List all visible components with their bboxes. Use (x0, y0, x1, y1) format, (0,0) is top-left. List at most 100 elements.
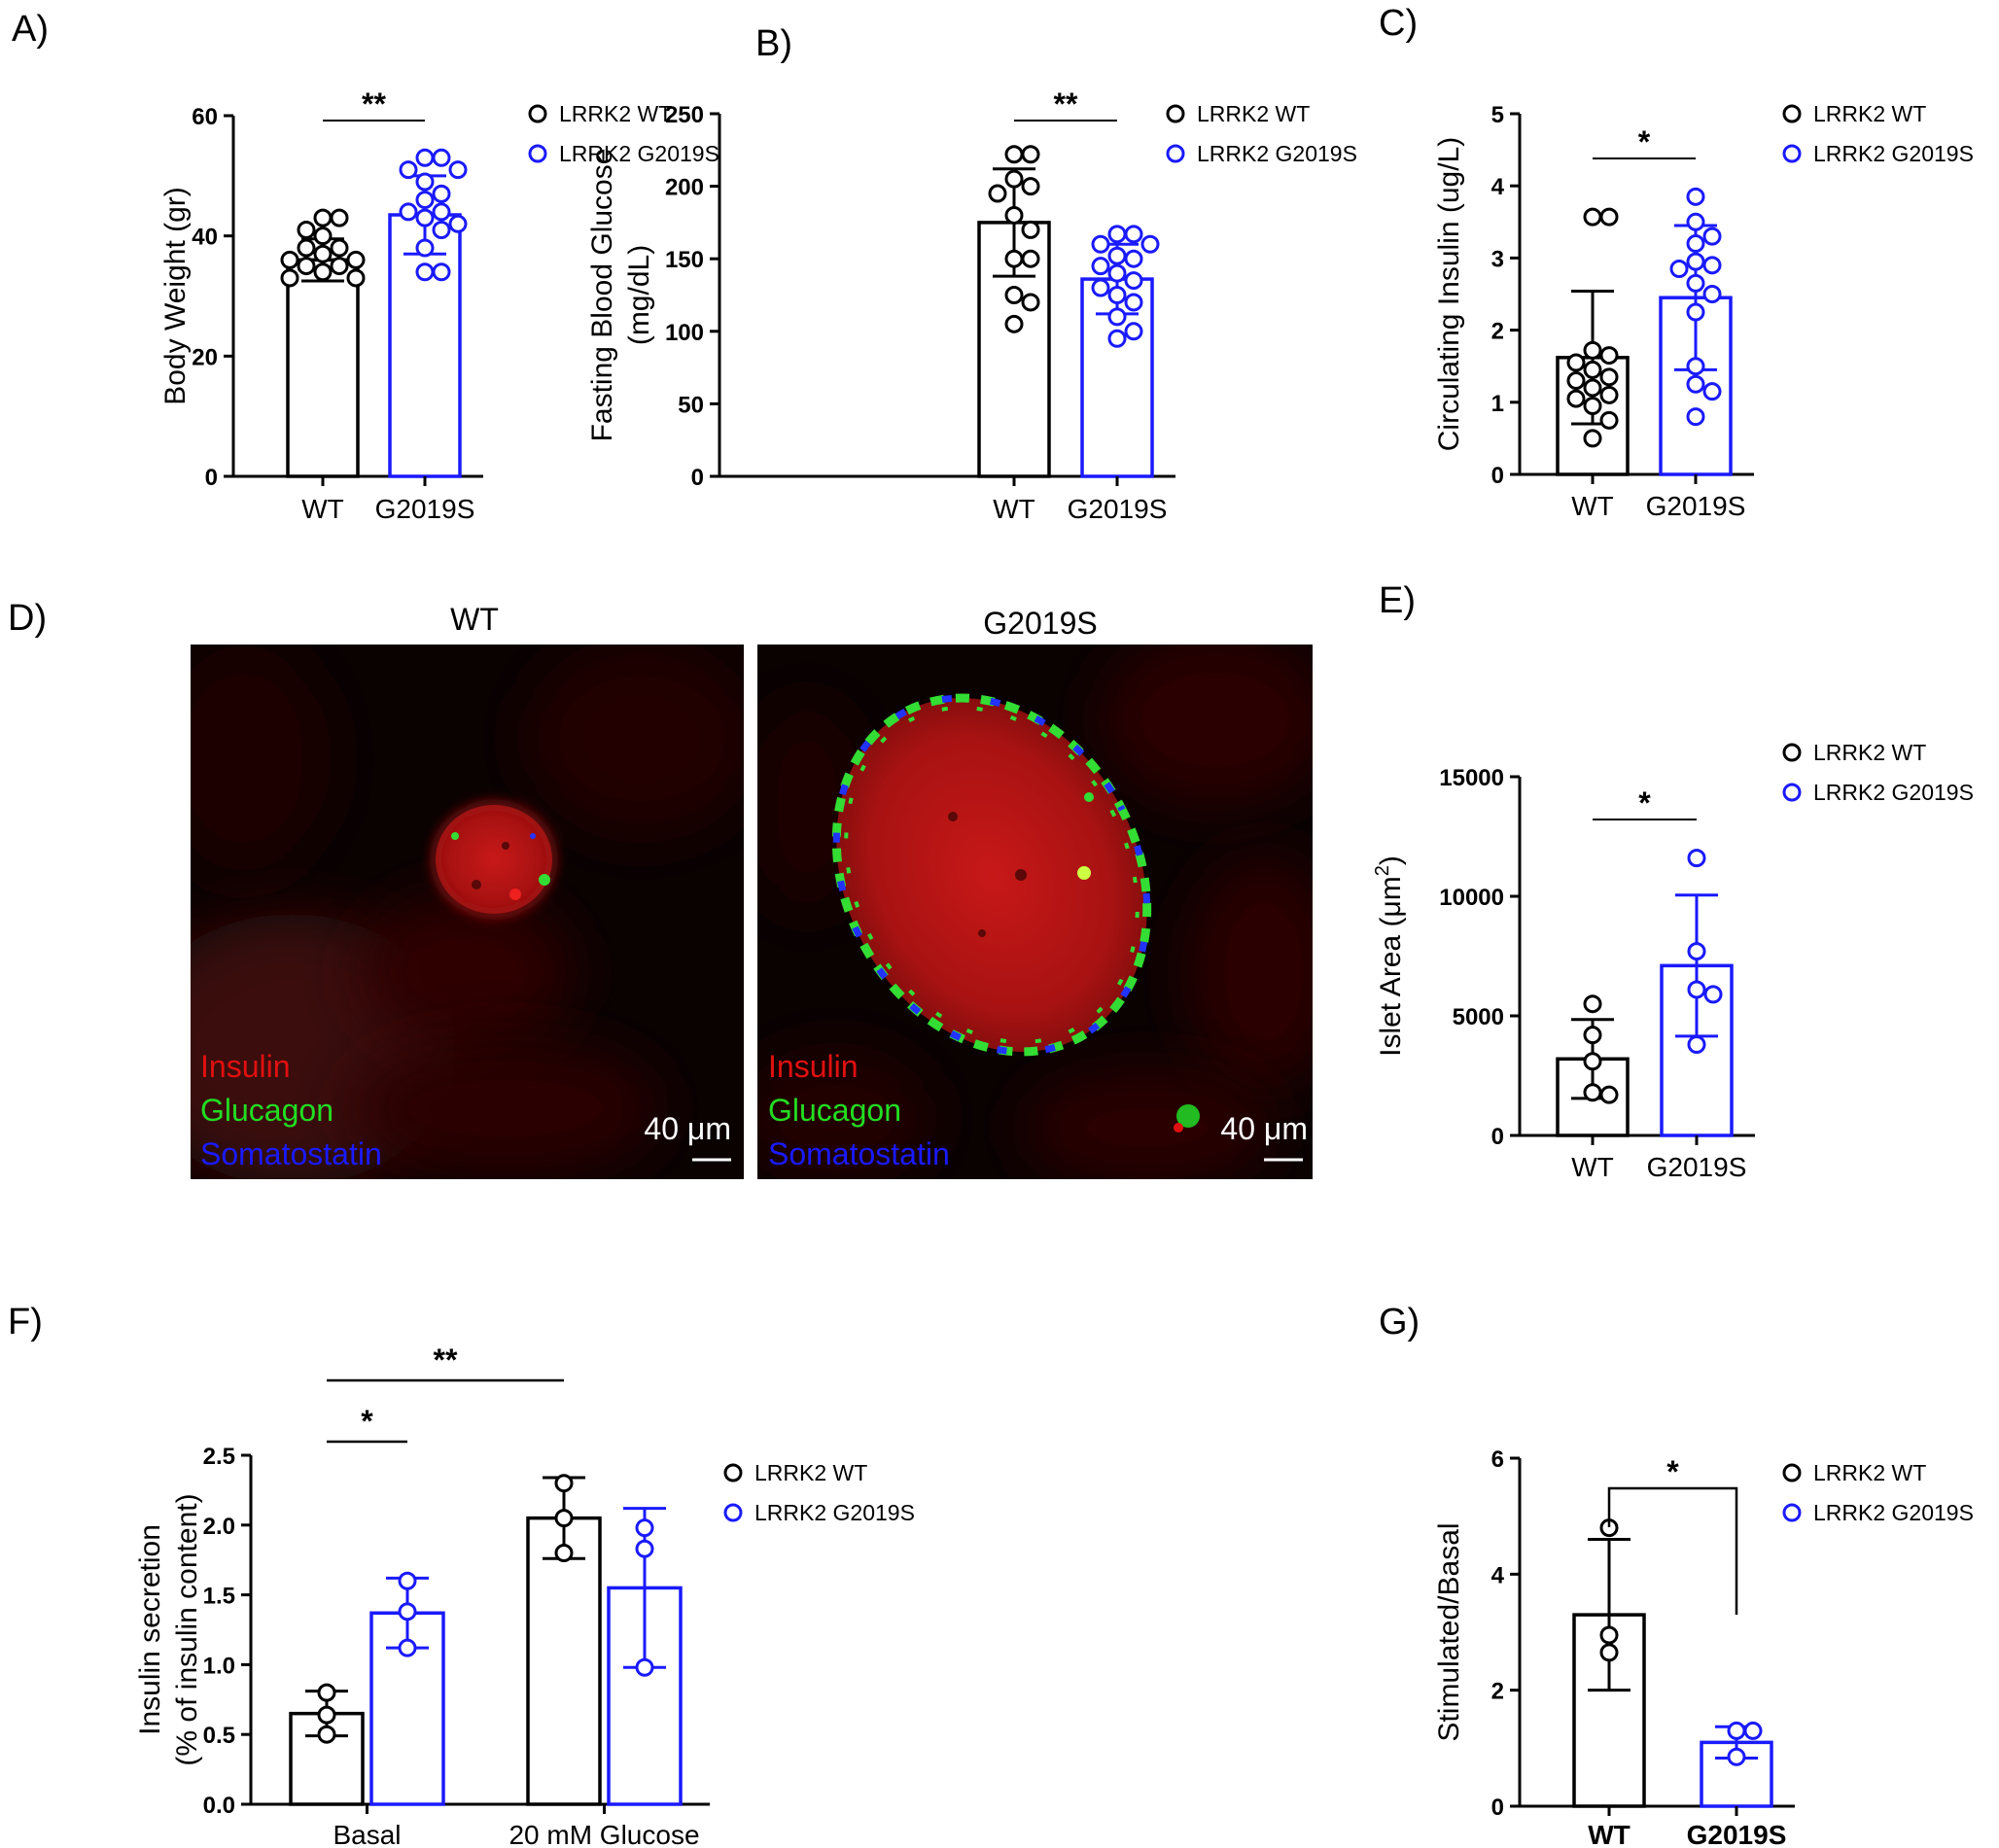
y-tick-label: 250 (665, 102, 704, 128)
series-wt-data-point (1021, 249, 1040, 268)
x-category-label: Basal (333, 1820, 401, 1848)
significance-label: ** (1054, 87, 1078, 122)
chart-panel-a: A) 0 20 40 60 Body Weight (gr) WT G2019S ** LRRK2… (12, 9, 719, 524)
group-1-series-wt-data-point (554, 1474, 574, 1493)
legend-label-wt: LRRK2 WT (754, 1460, 867, 1485)
series-wt-data-point (1599, 1643, 1619, 1662)
panel-letter-f: F) (8, 1302, 43, 1342)
series-wt-data-point (313, 208, 333, 227)
y-tick-label: 5 (1491, 102, 1504, 128)
y-axis-label: Body Weight (gr) (159, 187, 192, 405)
series-g2019s-data-point (432, 262, 451, 282)
series-g2019s-data-point (1124, 293, 1143, 312)
series-wt-data-point (1599, 1085, 1619, 1104)
y-tick-label: 0 (691, 465, 704, 491)
stain-label-somatostatin-g2019s: Somatostatin (768, 1136, 950, 1171)
series-wt-data-point (1599, 1625, 1619, 1645)
series-g2019s-data-point (1669, 260, 1689, 279)
series-wt-data-point (280, 268, 299, 288)
series-wt-data-point (1583, 429, 1602, 448)
series-wt-data-point (1599, 367, 1619, 387)
series-g2019s-data-point (432, 148, 451, 167)
y-tick-label: 4 (1491, 1562, 1505, 1588)
series-wt-data-point (313, 244, 333, 263)
series-g2019s-data-point (1124, 249, 1143, 268)
series-g2019s-data-point (1687, 980, 1706, 999)
series-wt-data-point (1583, 360, 1602, 379)
y-axis-label-close: ) (1375, 855, 1407, 865)
series-wt-data-point (1021, 220, 1040, 239)
series-g2019s-data-point (448, 214, 468, 233)
image-title-wt: WT (450, 602, 499, 637)
series-wt-data-point (1599, 207, 1619, 227)
series-g2019s-data-point (1727, 1747, 1746, 1766)
y-tick-label: 0.0 (203, 1793, 235, 1819)
series-wt-data-point (1004, 169, 1024, 189)
x-category-label: G2019S (1646, 491, 1746, 521)
y-tick-label: 0 (1491, 1795, 1504, 1821)
series-wt-data-point (297, 220, 316, 239)
y-tick-label: 0.5 (203, 1723, 235, 1749)
x-category-label: G2019S (1687, 1820, 1787, 1848)
legend-label-g2019s: LRRK2 G2019S (559, 141, 719, 166)
legend-label-g2019s: LRRK2 G2019S (754, 1500, 915, 1525)
stain-label-somatostatin-wt: Somatostatin (200, 1136, 382, 1171)
series-g2019s-data-point (1107, 286, 1127, 304)
legend-marker-g2019s (723, 1503, 743, 1522)
y-tick-label: 15000 (1439, 765, 1504, 791)
panel-letter-a: A) (12, 9, 49, 50)
significance-label: * (1666, 1454, 1679, 1489)
legend-marker-g2019s (1782, 1503, 1802, 1522)
series-g2019s-data-point (1702, 382, 1722, 401)
series-g2019s-data-point (1702, 227, 1722, 246)
scale-bar-label-wt: 40 μm (644, 1111, 731, 1146)
legend-label-wt: LRRK2 WT (559, 101, 672, 126)
series-g2019s-data-point (1686, 234, 1705, 254)
legend-label-g2019s: LRRK2 G2019S (1813, 780, 1974, 805)
series-g2019s-data-point (1124, 322, 1143, 341)
legend-label-g2019s: LRRK2 G2019S (1813, 1500, 1974, 1525)
legend-marker-wt (1782, 1463, 1802, 1482)
y-tick-label: 60 (192, 104, 218, 130)
series-g2019s-data-point (415, 148, 435, 167)
series-g2019s-data-point (1107, 307, 1127, 327)
legend-label-wt: LRRK2 WT (1813, 740, 1926, 765)
series-wt-data-point (313, 262, 333, 282)
series-g2019s-data-point (1107, 225, 1127, 244)
series-g2019s-data-point (1702, 285, 1722, 303)
series-wt-data-point (1599, 385, 1619, 404)
series-g2019s-data-point (1686, 252, 1705, 271)
series-g2019s-data-point (415, 208, 435, 227)
y-tick-label: 1.5 (203, 1584, 235, 1610)
y-tick-label: 6 (1491, 1447, 1504, 1473)
micrograph-g2019s: Insulin Glucagon Somatostatin 40 μm (757, 645, 1313, 1179)
stain-label-insulin-wt: Insulin (200, 1049, 291, 1084)
legend-label-wt: LRRK2 WT (1813, 1460, 1926, 1485)
y-tick-label: 1.0 (203, 1653, 235, 1679)
chart-panel-b: B) 0 50 100 150 200 250 Fasting Blood Glucose (m… (586, 23, 1357, 524)
series-wt-data-point (1566, 353, 1586, 372)
series-g2019s-data-point (1107, 263, 1127, 283)
series-g2019s-data-point (1124, 271, 1143, 291)
y-axis-label: Circulating Insulin (ug/L) (1433, 137, 1465, 451)
y-axis-label-line: Fasting Blood Glucose (586, 149, 618, 442)
series-g2019s-data-point (1703, 985, 1723, 1004)
series-g2019s-data-point (1686, 357, 1705, 376)
series-wt-data-point (297, 257, 316, 276)
x-category-label: WT (1571, 1152, 1614, 1182)
series-g2019s-data-point (432, 184, 451, 203)
y-tick-label: 10000 (1439, 885, 1504, 911)
series-g2019s-data-point (1091, 257, 1110, 276)
y-axis-label-line: Islet Area (μm2) (1372, 855, 1407, 1057)
legend-marker-g2019s (1166, 144, 1185, 163)
x-category-label: WT (301, 494, 344, 524)
x-category-label: WT (1588, 1820, 1631, 1848)
x-category-label: WT (1571, 491, 1614, 521)
group-0-series-wt-data-point (317, 1725, 336, 1744)
series-g2019s-data-point (1686, 407, 1705, 427)
series-g2019s-data-point (1091, 234, 1110, 254)
chart-panel-c: C) 0 1 2 3 4 5 Circulating Insulin (ug/L) WT G201… (1379, 3, 1974, 521)
y-axis-label: Insulin secretion (% of insulin content) (134, 1493, 203, 1765)
panel-letter-c: C) (1379, 3, 1418, 44)
y-axis-label-line: Body Weight (gr) (159, 187, 192, 405)
